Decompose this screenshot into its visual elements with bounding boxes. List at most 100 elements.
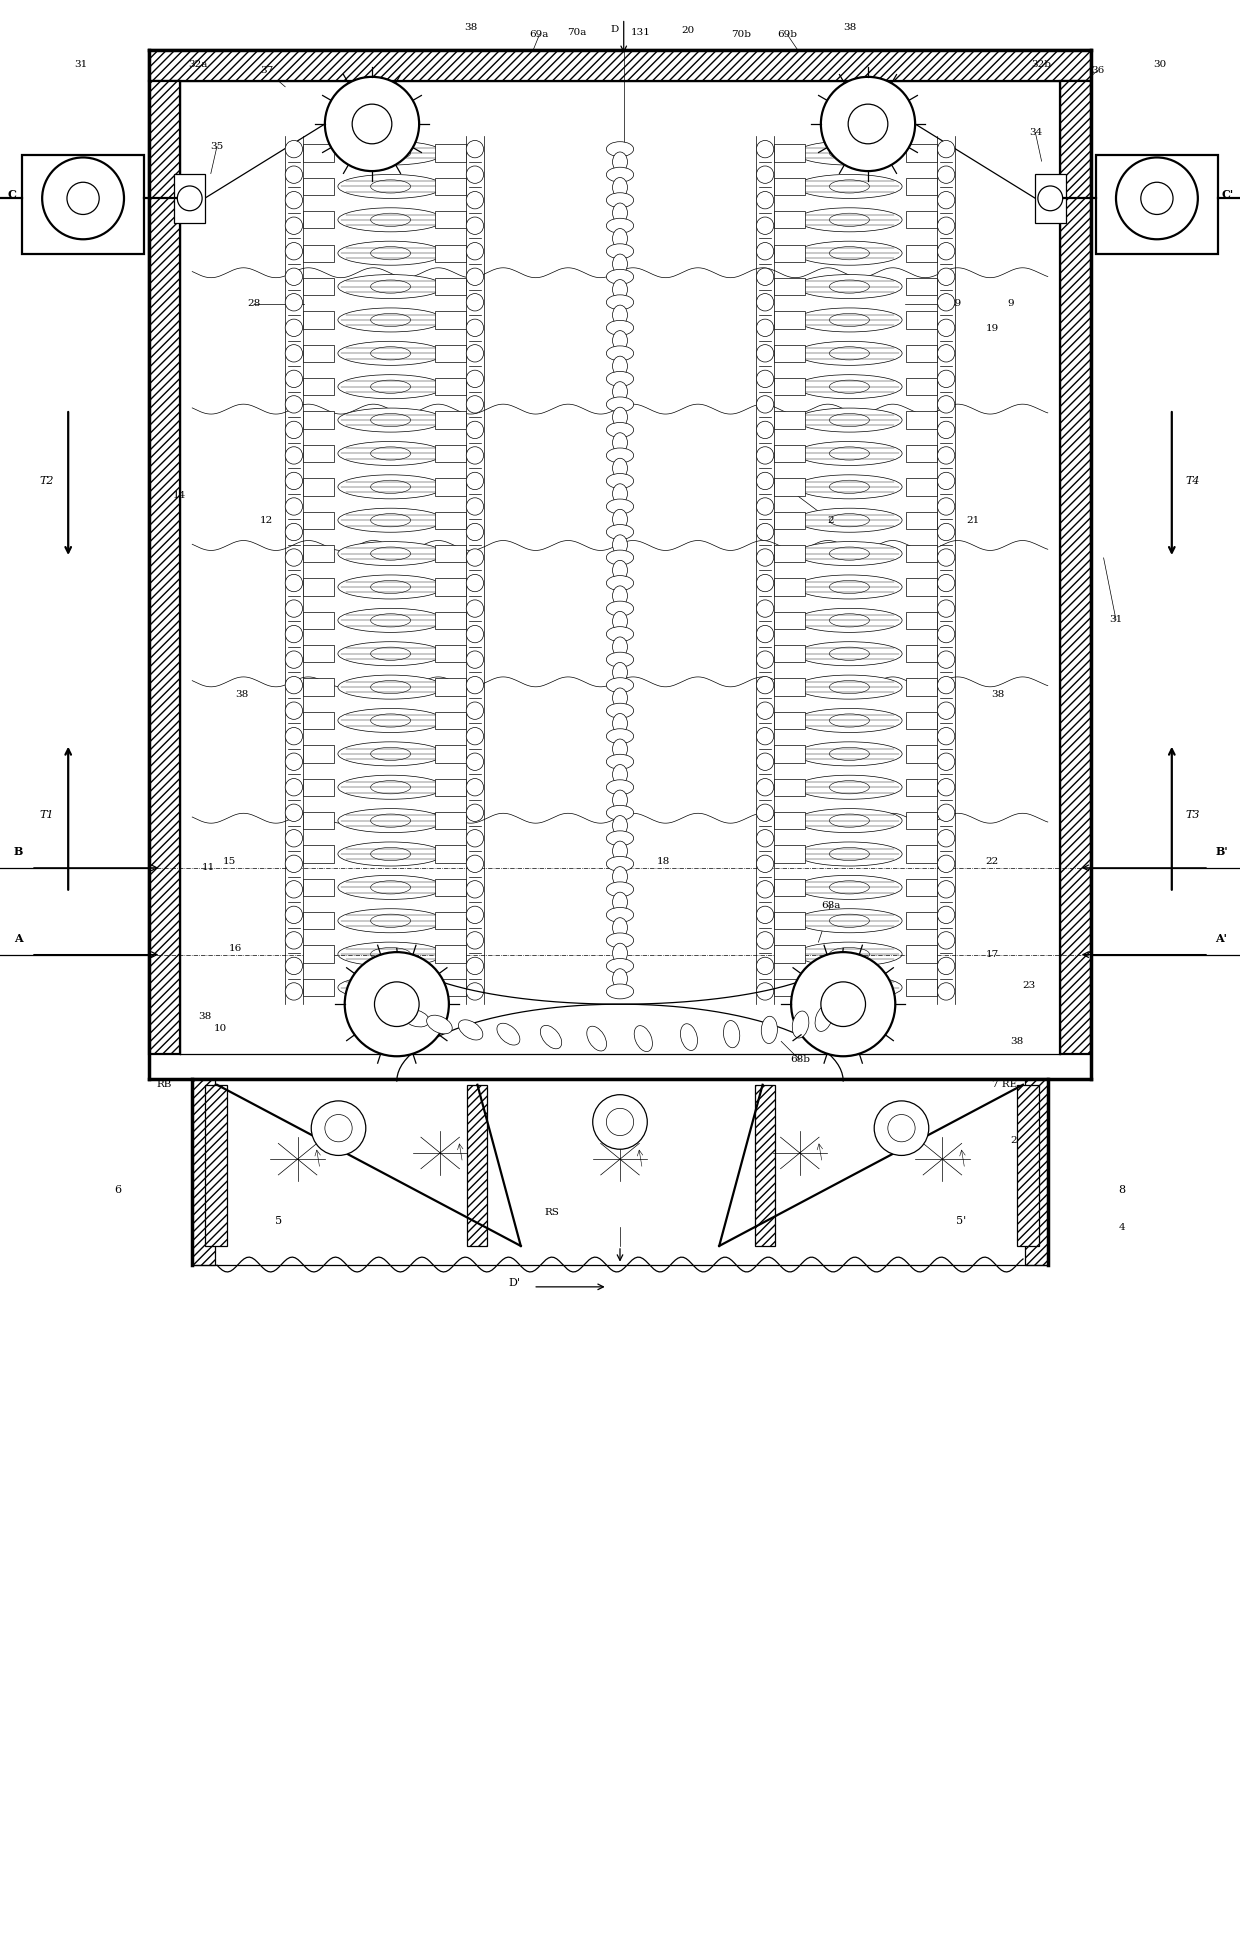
- Bar: [303, 646, 334, 663]
- Circle shape: [756, 702, 774, 719]
- Ellipse shape: [541, 1025, 562, 1048]
- Bar: [303, 578, 334, 596]
- Ellipse shape: [403, 1010, 429, 1027]
- Ellipse shape: [613, 689, 627, 708]
- Ellipse shape: [797, 876, 903, 899]
- Text: 18: 18: [657, 857, 670, 866]
- Circle shape: [285, 727, 303, 745]
- Ellipse shape: [613, 816, 627, 835]
- Ellipse shape: [613, 611, 627, 630]
- Ellipse shape: [613, 509, 627, 530]
- Ellipse shape: [337, 876, 444, 899]
- Circle shape: [937, 549, 955, 567]
- Ellipse shape: [337, 242, 444, 265]
- Bar: [303, 745, 334, 762]
- Bar: [435, 646, 466, 663]
- Ellipse shape: [606, 932, 634, 948]
- Ellipse shape: [606, 193, 634, 207]
- Text: 6: 6: [114, 1186, 122, 1195]
- Text: A': A': [1215, 934, 1228, 944]
- Bar: [1017, 1085, 1039, 1245]
- Circle shape: [756, 396, 774, 414]
- Bar: [774, 377, 805, 395]
- Circle shape: [756, 549, 774, 567]
- Ellipse shape: [337, 574, 444, 600]
- Circle shape: [285, 652, 303, 669]
- Ellipse shape: [797, 509, 903, 532]
- Ellipse shape: [613, 381, 627, 402]
- Bar: [303, 478, 334, 495]
- Bar: [303, 878, 334, 895]
- Text: RS: RS: [544, 1209, 559, 1216]
- Circle shape: [466, 319, 484, 337]
- Bar: [303, 145, 334, 162]
- Text: T1: T1: [40, 810, 55, 820]
- Bar: [906, 679, 937, 696]
- Bar: [435, 244, 466, 261]
- Circle shape: [466, 702, 484, 719]
- Text: 23: 23: [1023, 981, 1035, 990]
- Bar: [906, 178, 937, 195]
- Bar: [435, 812, 466, 830]
- Ellipse shape: [797, 776, 903, 799]
- Text: 31: 31: [74, 60, 87, 70]
- Circle shape: [756, 269, 774, 286]
- Bar: [906, 311, 937, 329]
- Circle shape: [42, 157, 124, 240]
- Bar: [774, 878, 805, 895]
- Text: 17: 17: [986, 950, 998, 959]
- Text: 7 RE: 7 RE: [992, 1081, 1017, 1089]
- Ellipse shape: [797, 743, 903, 766]
- Circle shape: [466, 907, 484, 924]
- Circle shape: [466, 932, 484, 950]
- Ellipse shape: [337, 340, 444, 366]
- Circle shape: [756, 344, 774, 362]
- Circle shape: [466, 779, 484, 797]
- Ellipse shape: [337, 408, 444, 431]
- Ellipse shape: [606, 677, 634, 692]
- Circle shape: [937, 727, 955, 745]
- Ellipse shape: [371, 147, 410, 161]
- Text: 69b: 69b: [777, 31, 797, 39]
- Ellipse shape: [337, 675, 444, 698]
- Ellipse shape: [830, 847, 869, 861]
- Ellipse shape: [613, 203, 627, 222]
- Circle shape: [466, 727, 484, 745]
- Ellipse shape: [613, 306, 627, 325]
- Ellipse shape: [830, 948, 869, 961]
- Circle shape: [285, 396, 303, 414]
- Bar: [774, 611, 805, 629]
- Circle shape: [285, 472, 303, 489]
- Circle shape: [285, 880, 303, 897]
- Circle shape: [285, 447, 303, 464]
- Bar: [906, 913, 937, 930]
- Ellipse shape: [613, 356, 627, 375]
- Circle shape: [285, 294, 303, 311]
- Ellipse shape: [606, 422, 634, 437]
- Ellipse shape: [371, 915, 410, 928]
- Text: B: B: [14, 847, 24, 857]
- Circle shape: [311, 1100, 366, 1155]
- Ellipse shape: [606, 449, 634, 462]
- Circle shape: [606, 1108, 634, 1135]
- Bar: [774, 679, 805, 696]
- Ellipse shape: [337, 509, 444, 532]
- Ellipse shape: [459, 1019, 482, 1040]
- Circle shape: [756, 855, 774, 872]
- Circle shape: [791, 952, 895, 1056]
- Bar: [774, 511, 805, 528]
- Ellipse shape: [606, 474, 634, 489]
- Circle shape: [285, 422, 303, 439]
- Text: T4: T4: [1185, 476, 1200, 485]
- Text: 27: 27: [1011, 1135, 1023, 1145]
- Circle shape: [466, 805, 484, 822]
- Ellipse shape: [797, 375, 903, 398]
- Circle shape: [756, 497, 774, 514]
- Ellipse shape: [797, 675, 903, 698]
- Bar: [149, 81, 180, 1054]
- Circle shape: [756, 369, 774, 387]
- Circle shape: [756, 422, 774, 439]
- Ellipse shape: [613, 561, 627, 580]
- Circle shape: [937, 319, 955, 337]
- Bar: [774, 646, 805, 663]
